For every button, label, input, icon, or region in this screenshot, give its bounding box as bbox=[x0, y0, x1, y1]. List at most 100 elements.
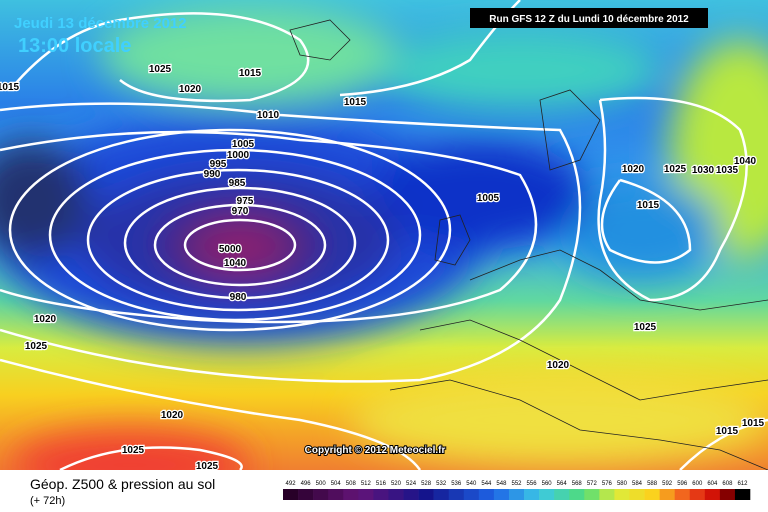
colorbar-label: 548 bbox=[496, 481, 507, 487]
colorbar-label: 516 bbox=[376, 481, 387, 487]
colorbar-label: 576 bbox=[602, 481, 613, 487]
run-box bbox=[470, 8, 708, 28]
isobar-label: 1015 bbox=[344, 97, 367, 108]
colorbar-swatch bbox=[524, 489, 540, 500]
colorbar-swatch bbox=[418, 489, 434, 500]
colorbar-swatch bbox=[328, 489, 344, 500]
colorbar-swatch bbox=[298, 489, 314, 500]
colorbar-label: 536 bbox=[451, 481, 462, 487]
colorbar-swatch bbox=[704, 489, 721, 500]
colorbar-label: 508 bbox=[346, 481, 357, 487]
colorbar-label: 540 bbox=[466, 481, 477, 487]
isobar-label: 1020 bbox=[179, 84, 202, 95]
map bbox=[0, 0, 768, 470]
colorbar-label: 568 bbox=[572, 481, 583, 487]
isobar-label: 1015 bbox=[637, 200, 660, 211]
isobar-label: 1035 bbox=[716, 165, 739, 176]
colorbar-label: 604 bbox=[707, 481, 718, 487]
colorbar-swatch bbox=[674, 489, 691, 500]
isobar-label: 1015 bbox=[239, 68, 262, 79]
isobar-label: 1005 bbox=[477, 193, 500, 204]
isobar-label: 5000 bbox=[219, 244, 242, 255]
colorbar-label: 560 bbox=[542, 481, 553, 487]
colorbar-swatch bbox=[614, 489, 630, 500]
isobar-label: 1025 bbox=[25, 341, 48, 352]
colorbar-label: 512 bbox=[361, 481, 372, 487]
colorbar-swatch bbox=[719, 489, 736, 500]
colorbar-swatch bbox=[478, 489, 495, 500]
colorbar-swatch bbox=[508, 489, 525, 500]
colorbar-label: 600 bbox=[692, 481, 703, 487]
colorbar-swatch bbox=[343, 489, 359, 500]
colorbar-swatch bbox=[373, 489, 389, 500]
colorbar-label: 500 bbox=[316, 481, 327, 487]
lead-time: (+ 72h) bbox=[30, 495, 65, 507]
isobar-label: 1040 bbox=[224, 258, 247, 269]
run-info: Run GFS 12 Z du Lundi 10 décembre 2012 bbox=[489, 14, 689, 25]
colorbar-swatch bbox=[313, 489, 329, 500]
isobar-label: 1020 bbox=[622, 164, 645, 175]
colorbar-swatch bbox=[539, 489, 555, 500]
colorbar-label: 572 bbox=[587, 481, 598, 487]
isobar-label: 1015 bbox=[742, 418, 765, 429]
colorbar-label: 520 bbox=[391, 481, 402, 487]
isobar-label: 1025 bbox=[149, 64, 172, 75]
colorbar-swatch bbox=[358, 489, 374, 500]
footer-title: Géop. Z500 & pression au sol bbox=[30, 476, 215, 492]
colorbar-label: 580 bbox=[617, 481, 628, 487]
isobar-label: 1010 bbox=[257, 110, 280, 121]
colorbar-label: 532 bbox=[436, 481, 447, 487]
colorbar-swatch bbox=[283, 489, 299, 500]
colorbar-swatch bbox=[433, 489, 450, 500]
isobar-label: 975 bbox=[237, 196, 254, 207]
colorbar-swatch bbox=[644, 489, 660, 500]
isobar-label: 1040 bbox=[734, 156, 757, 167]
colorbar-swatch bbox=[629, 489, 645, 500]
isobar-label: 1015 bbox=[0, 82, 20, 93]
colorbar-swatch bbox=[599, 489, 615, 500]
isobar-label: 1025 bbox=[664, 164, 687, 175]
isobar-label: 1025 bbox=[634, 322, 657, 333]
colorbar-swatch bbox=[554, 489, 570, 500]
colorbar-label: 528 bbox=[421, 481, 432, 487]
colorbar-swatch bbox=[584, 489, 600, 500]
isobar-label: 1020 bbox=[547, 360, 570, 371]
colorbar-label: 504 bbox=[331, 481, 342, 487]
colorbar-label: 552 bbox=[511, 481, 522, 487]
colorbar-label: 524 bbox=[406, 481, 417, 487]
colorbar-label: 492 bbox=[286, 481, 297, 487]
colorbar-swatch bbox=[569, 489, 585, 500]
colorbar-label: 612 bbox=[737, 481, 748, 487]
isobar-label: 1015 bbox=[716, 426, 739, 437]
colorbar: 492 496 500 504 508 512 516 520 524 528 532 536 540 5… bbox=[283, 481, 751, 500]
isobar-label: 1020 bbox=[34, 314, 57, 325]
isobar-label: 1020 bbox=[161, 410, 184, 421]
colorbar-label: 608 bbox=[722, 481, 733, 487]
isobar-label: 1025 bbox=[196, 461, 219, 472]
isobar-label: 990 bbox=[204, 169, 221, 180]
colorbar-swatch bbox=[689, 489, 706, 500]
isobar-label: 1000 bbox=[227, 150, 250, 161]
colorbar-label: 592 bbox=[662, 481, 673, 487]
colorbar-label: 596 bbox=[677, 481, 688, 487]
isobars bbox=[0, 0, 768, 470]
colorbar-swatch bbox=[659, 489, 675, 500]
coastlines bbox=[289, 19, 768, 470]
colorbar-label: 584 bbox=[632, 481, 643, 487]
valid-date: Jeudi 13 décembre 2012 bbox=[14, 15, 187, 32]
colorbar-swatch bbox=[493, 489, 510, 500]
colorbar-swatch bbox=[734, 489, 751, 500]
field bbox=[0, 5, 768, 470]
colorbar-label: 588 bbox=[647, 481, 658, 487]
isobar-label: 995 bbox=[210, 159, 227, 170]
colorbar-swatch bbox=[463, 489, 480, 500]
copyright: Copyright © 2012 Meteociel.fr bbox=[305, 445, 446, 456]
colorbar-label: 544 bbox=[481, 481, 492, 487]
colorbar-label: 556 bbox=[527, 481, 538, 487]
isobar-label: 985 bbox=[229, 178, 246, 189]
isobar-label: 1030 bbox=[692, 165, 715, 176]
colorbar-swatch bbox=[388, 489, 404, 500]
